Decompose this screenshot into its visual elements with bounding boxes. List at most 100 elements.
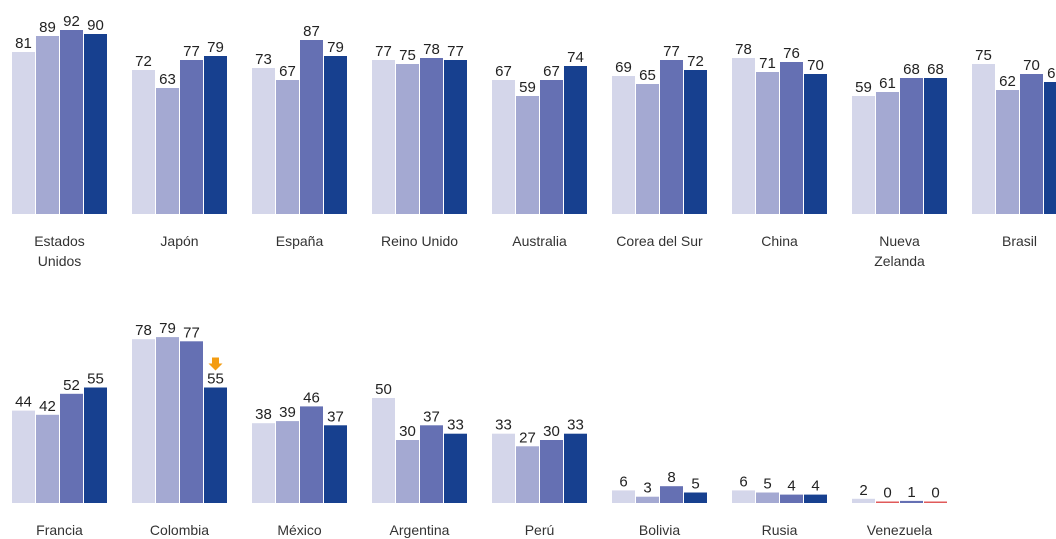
- data-label: 90: [87, 17, 104, 34]
- category-label: Japón: [160, 233, 198, 249]
- data-label: 61: [879, 75, 896, 92]
- data-label: 70: [1023, 57, 1040, 74]
- data-label: 44: [15, 394, 32, 411]
- bar: [492, 80, 515, 214]
- data-label: 38: [255, 406, 272, 423]
- data-label: 33: [495, 417, 512, 434]
- bar: [636, 84, 659, 214]
- bar-group-espana: 73 67 87 79 España: [252, 23, 347, 249]
- bar-group-mexico: 38 39 46 37 México: [252, 389, 347, 538]
- data-label: 77: [183, 324, 200, 341]
- data-label: 75: [975, 47, 992, 64]
- category-label: Colombia: [150, 522, 209, 538]
- bar: [84, 387, 107, 503]
- category-label: Unidos: [38, 253, 82, 269]
- category-label: Reino Unido: [381, 233, 458, 249]
- data-label: 78: [735, 41, 752, 58]
- bar: [540, 440, 563, 503]
- data-label: 79: [327, 39, 344, 56]
- data-label: 33: [447, 417, 464, 434]
- bar: [876, 92, 899, 214]
- bar: [300, 406, 323, 503]
- data-label: 52: [63, 377, 80, 394]
- bar: [492, 433, 515, 503]
- data-label: 55: [207, 371, 224, 388]
- bar: [60, 393, 83, 503]
- data-label: 63: [159, 71, 176, 88]
- bar: [780, 494, 803, 503]
- bar: [12, 410, 35, 503]
- data-label: 76: [783, 45, 800, 62]
- data-label: 6: [739, 473, 747, 490]
- data-label: 4: [811, 478, 819, 495]
- bar: [660, 60, 683, 214]
- data-label: 81: [15, 35, 32, 52]
- category-label: Brasil: [1002, 233, 1037, 249]
- bar: [804, 494, 827, 503]
- bar: [180, 60, 203, 214]
- data-label: 71: [759, 55, 776, 72]
- data-label: 0: [883, 485, 891, 502]
- bar: [900, 500, 923, 503]
- bar: [1020, 74, 1043, 214]
- bar: [84, 34, 107, 214]
- data-label: 77: [663, 43, 680, 60]
- data-label: 92: [63, 13, 80, 30]
- data-label: 62: [999, 73, 1016, 90]
- bar: [12, 52, 35, 214]
- bar: [276, 421, 299, 503]
- data-label: 75: [399, 47, 416, 64]
- data-label: 67: [543, 63, 560, 80]
- bar: [996, 90, 1019, 214]
- bar: [324, 56, 347, 214]
- category-label: Bolivia: [639, 522, 680, 538]
- bar: [756, 492, 779, 503]
- bar: [852, 498, 875, 503]
- data-label: 79: [207, 39, 224, 56]
- category-label: Corea del Sur: [616, 233, 703, 249]
- bar-group-estados-unidos: 81 89 92 90 Estados Unidos: [12, 13, 107, 269]
- data-label: 5: [763, 476, 771, 493]
- bar: [900, 78, 923, 214]
- bar-group-japon: 72 63 77 79 Japón: [132, 39, 227, 249]
- data-label: 3: [643, 480, 651, 497]
- bar: [636, 496, 659, 503]
- bar: [924, 501, 947, 503]
- category-label: Rusia: [762, 522, 798, 538]
- data-label: 1: [907, 484, 915, 501]
- bar-group-peru: 33 27 30 33 Perú: [492, 417, 587, 538]
- bar: [444, 433, 467, 503]
- bar: [780, 62, 803, 214]
- bar: [372, 398, 395, 503]
- data-label: 5: [691, 476, 699, 493]
- bar: [180, 341, 203, 503]
- bar-group-brasil: 75 62 70 66 Brasil: [972, 47, 1056, 249]
- bar: [924, 78, 947, 214]
- data-label: 79: [159, 320, 176, 337]
- bar: [132, 339, 155, 503]
- data-label: 77: [447, 43, 464, 60]
- bar: [684, 70, 707, 214]
- bar: [420, 58, 443, 214]
- data-label: 73: [255, 51, 272, 68]
- bar: [420, 425, 443, 503]
- bar: [660, 486, 683, 503]
- data-label: 69: [615, 59, 632, 76]
- data-label: 68: [903, 61, 920, 78]
- bar: [60, 30, 83, 214]
- data-label: 0: [931, 485, 939, 502]
- bar: [252, 68, 275, 214]
- bar: [372, 60, 395, 214]
- data-label: 87: [303, 23, 320, 40]
- bar: [132, 70, 155, 214]
- bar-group-corea-del-sur: 69 65 77 72 Corea del Sur: [612, 43, 707, 249]
- bar: [540, 80, 563, 214]
- category-label: España: [276, 233, 324, 249]
- bar: [204, 56, 227, 214]
- data-label: 6: [619, 473, 627, 490]
- bar: [1044, 82, 1056, 214]
- bar: [396, 64, 419, 214]
- data-label: 46: [303, 389, 320, 406]
- bar: [36, 36, 59, 214]
- data-label: 55: [87, 371, 104, 388]
